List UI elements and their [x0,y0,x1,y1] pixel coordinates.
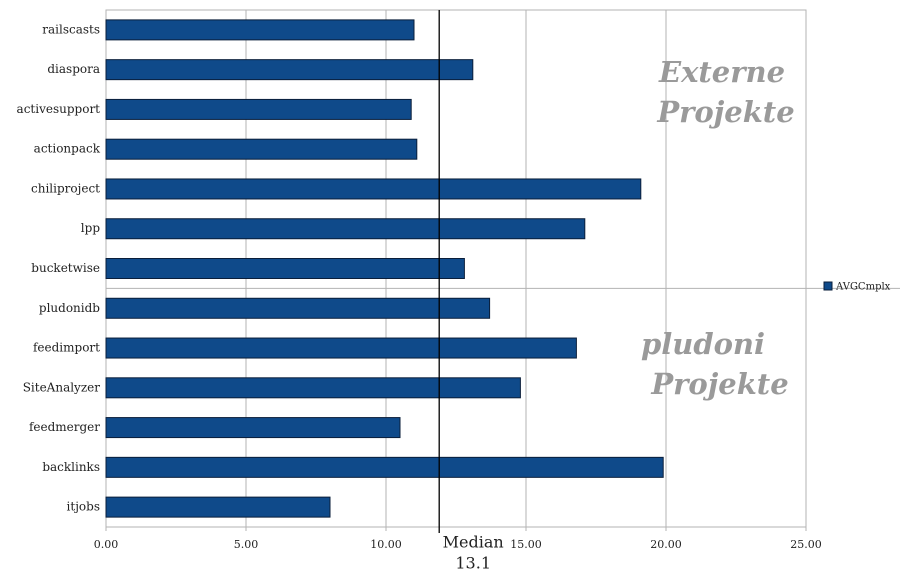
group-label: pludoni [641,327,765,361]
legend-swatch [823,281,833,291]
y-tick-label: SiteAnalyzer [23,380,101,394]
y-tick-label: feedmerger [29,420,100,434]
x-tick-label: 15.00 [510,538,542,551]
bar [105,59,474,81]
x-tick-label: 5.00 [234,538,259,551]
y-tick-label: actionpack [34,142,101,156]
y-tick-label: lpp [81,221,101,235]
x-tick-label: 25.00 [790,538,822,551]
bar [105,377,521,399]
bar [105,417,401,439]
x-tick-label: 10.00 [370,538,402,551]
bar [105,138,418,160]
median-value: 13.1 [455,554,491,573]
y-tick-label: chiliproject [31,181,100,195]
y-tick-label: pludonidb [39,301,100,315]
x-tick-label: 0.00 [94,538,119,551]
median-label: Median [443,533,504,552]
bar [105,218,586,240]
group-label: Externe [658,55,785,89]
x-tick-label: 20.00 [650,538,682,551]
group-label: Projekte [650,367,788,401]
y-tick-label: bucketwise [31,261,100,275]
y-tick-label: backlinks [42,460,100,474]
legend-label: AVGCmplx [835,282,891,293]
y-tick-label: activesupport [17,102,101,116]
group-label: Projekte [656,95,794,129]
y-tick-label: itjobs [67,500,100,514]
bar [105,456,664,478]
y-tick-label: feedimport [33,341,100,355]
bar [105,337,577,359]
bar [105,178,642,200]
bar [105,297,491,319]
bar [105,98,412,120]
bar [105,19,415,41]
bar [105,258,465,279]
y-tick-label: diaspora [47,62,100,76]
bar [105,496,331,518]
y-tick-label: railscasts [42,22,100,36]
